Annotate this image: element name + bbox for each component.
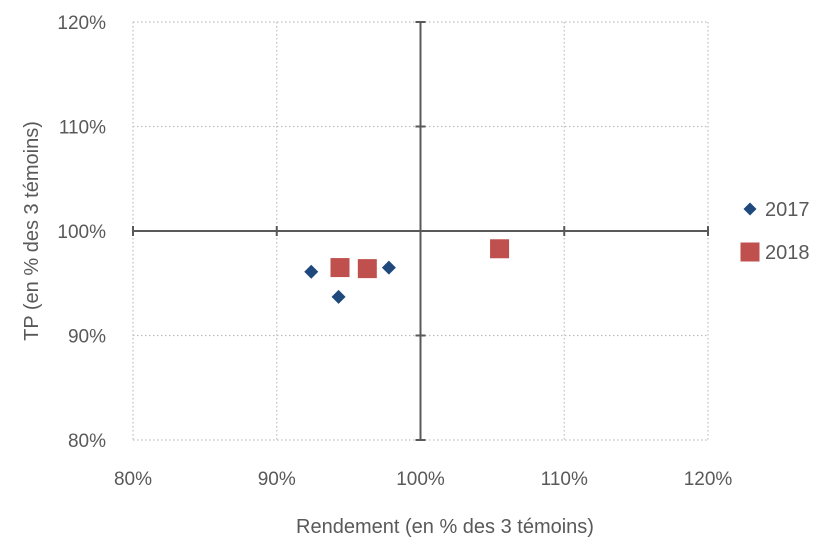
axes-layer (132, 21, 709, 441)
data-points (304, 239, 510, 304)
data-point-2018 (490, 239, 510, 259)
y-axis-title: TP (en % des 3 témoins) (21, 121, 43, 341)
legend-label-2017: 2017 (765, 199, 810, 221)
y-tick-label: 80% (68, 431, 106, 452)
y-tick-label: 110% (59, 118, 106, 139)
x-tick-label: 90% (258, 469, 296, 490)
x-tick-label: 110% (541, 469, 588, 490)
x-axis-title: Rendement (en % des 3 témoins) (296, 516, 594, 538)
data-point-2018 (357, 259, 377, 279)
x-tick-label: 80% (114, 469, 152, 490)
legend-marker-2017 (743, 202, 757, 216)
y-tick-label: 90% (68, 327, 106, 348)
data-point-2018 (330, 258, 350, 278)
x-tick-label: 100% (396, 469, 445, 490)
legend-label-2018: 2018 (765, 242, 810, 264)
data-point-2017 (381, 260, 396, 275)
tick-labels: 80% 90% 100% 110% 120% 80% 90% 100% 110% 120% (57, 13, 732, 490)
legend-marker-2018 (740, 242, 760, 262)
y-tick-label: 100% (57, 222, 106, 243)
data-point-2017 (331, 289, 346, 304)
y-tick-label: 120% (57, 13, 106, 34)
legend: 2017 2018 (740, 199, 810, 264)
data-point-2017 (304, 264, 319, 279)
x-tick-label: 120% (684, 469, 733, 490)
